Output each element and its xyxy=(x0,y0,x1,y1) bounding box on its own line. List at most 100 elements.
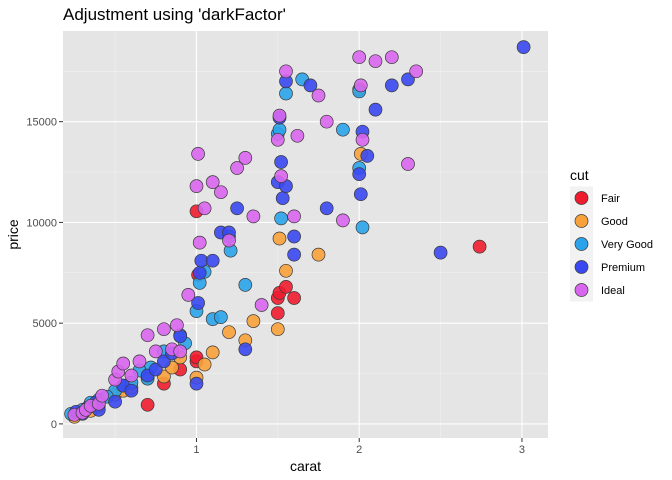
chart-title: Adjustment using 'darkFactor' xyxy=(63,5,286,24)
point-premium xyxy=(287,229,301,244)
point-ideal xyxy=(238,151,253,165)
y-tick-label: 15000 xyxy=(26,117,57,129)
point-good xyxy=(279,263,293,278)
point-ideal xyxy=(191,147,205,161)
point-ideal xyxy=(279,64,293,79)
point-premium xyxy=(287,247,301,262)
point-good xyxy=(272,231,287,246)
point-premium xyxy=(360,149,375,163)
point-ideal xyxy=(116,356,131,371)
point-premium xyxy=(433,245,448,260)
point-premium xyxy=(108,394,122,409)
legend-swatch-good xyxy=(574,214,589,228)
point-ideal xyxy=(170,318,184,333)
point-ideal xyxy=(246,209,261,224)
point-ideal xyxy=(132,354,147,369)
point-ideal xyxy=(311,88,326,103)
x-tick-label: 1 xyxy=(193,444,199,456)
point-fair xyxy=(279,280,293,294)
point-very-good xyxy=(238,278,253,292)
point-premium xyxy=(189,376,204,391)
point-ideal xyxy=(181,288,196,302)
legend-title: cut xyxy=(570,167,589,183)
point-very-good xyxy=(274,211,288,226)
point-ideal xyxy=(205,175,220,189)
point-premium xyxy=(238,342,253,357)
point-fair xyxy=(270,306,285,320)
point-good xyxy=(197,357,212,372)
point-premium xyxy=(401,72,415,87)
point-premium xyxy=(274,155,288,169)
point-premium xyxy=(353,187,368,202)
point-ideal xyxy=(355,132,370,147)
point-ideal xyxy=(95,388,109,403)
point-ideal xyxy=(140,328,155,343)
x-tick-label: 3 xyxy=(519,444,525,456)
grid-lines xyxy=(63,31,548,438)
point-ideal xyxy=(336,213,350,228)
legend-swatch-ideal xyxy=(574,283,589,297)
point-premium xyxy=(303,78,318,93)
data-points xyxy=(64,40,531,424)
legend-label-premium: Premium xyxy=(601,262,645,274)
point-ideal xyxy=(384,50,399,65)
point-good xyxy=(270,322,285,337)
point-good xyxy=(222,325,236,340)
point-ideal xyxy=(274,169,288,183)
point-fair xyxy=(287,291,301,305)
legend-swatch-premium xyxy=(574,260,589,274)
axes: 1 2 3 0 5000 10000 15000 xyxy=(26,117,525,456)
point-ideal xyxy=(192,235,207,250)
legend-swatch-very-good xyxy=(574,237,589,251)
legend-label-good: Good xyxy=(601,216,628,228)
point-very-good xyxy=(355,220,370,235)
legend-label-ideal: Ideal xyxy=(601,285,625,297)
x-tick-label: 2 xyxy=(356,444,362,456)
point-ideal xyxy=(173,344,188,359)
legend-label-fair: Fair xyxy=(601,193,620,205)
point-good xyxy=(311,247,326,262)
point-ideal xyxy=(124,368,139,383)
point-ideal xyxy=(197,201,212,216)
point-ideal xyxy=(189,179,204,193)
point-ideal xyxy=(270,132,285,147)
point-premium xyxy=(352,167,367,181)
point-premium xyxy=(516,40,531,54)
point-premium xyxy=(148,362,163,377)
point-premium xyxy=(191,296,205,310)
point-premium xyxy=(192,265,207,280)
point-ideal xyxy=(254,298,269,312)
legend-swatch-fair xyxy=(574,191,589,205)
point-ideal xyxy=(353,78,368,93)
point-ideal xyxy=(272,108,287,123)
y-tick-label: 0 xyxy=(51,419,57,431)
legend-label-very-good: Very Good xyxy=(601,239,653,251)
point-premium xyxy=(124,383,139,398)
point-good xyxy=(205,345,220,360)
point-ideal xyxy=(352,50,367,65)
point-premium xyxy=(230,201,244,216)
x-axis-title: carat xyxy=(290,458,321,474)
point-ideal xyxy=(222,233,236,248)
y-tick-label: 5000 xyxy=(33,318,57,330)
point-ideal xyxy=(368,54,383,69)
point-ideal xyxy=(319,114,334,129)
point-ideal xyxy=(287,209,301,224)
point-premium xyxy=(275,191,290,206)
y-tick-label: 10000 xyxy=(26,217,57,229)
point-fair xyxy=(140,397,155,412)
point-ideal xyxy=(230,161,244,175)
point-ideal xyxy=(401,157,415,171)
point-fair xyxy=(472,239,487,254)
point-ideal xyxy=(214,185,228,200)
point-premium xyxy=(319,201,334,216)
point-ideal xyxy=(148,344,163,359)
point-ideal xyxy=(157,322,171,337)
legend: cut Fair Good Very Good Premium Ideal xyxy=(570,167,653,302)
point-ideal xyxy=(409,64,424,79)
y-axis-title: price xyxy=(5,219,21,250)
point-very-good xyxy=(336,122,350,137)
point-premium xyxy=(205,253,220,268)
point-very-good xyxy=(279,86,293,101)
